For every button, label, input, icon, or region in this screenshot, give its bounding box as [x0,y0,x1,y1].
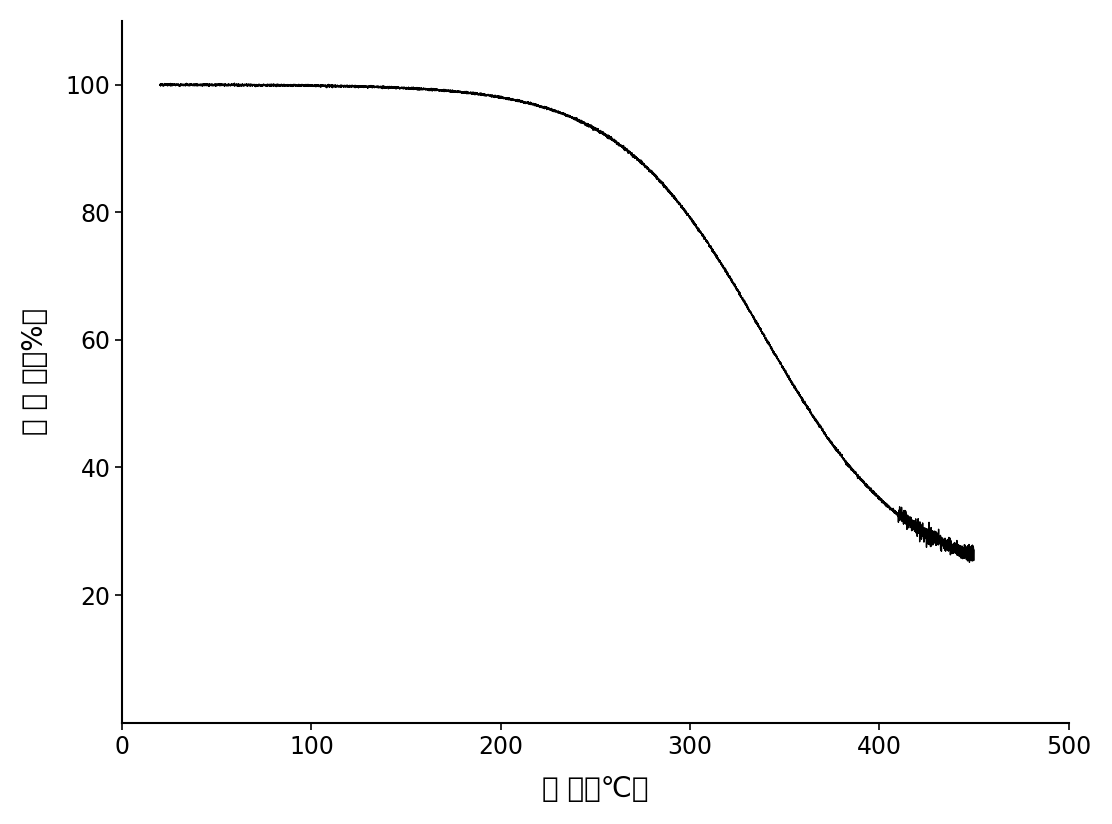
X-axis label: 温 度（℃）: 温 度（℃） [543,775,648,803]
Y-axis label: 热 失 重（%）: 热 失 重（%） [21,308,49,435]
